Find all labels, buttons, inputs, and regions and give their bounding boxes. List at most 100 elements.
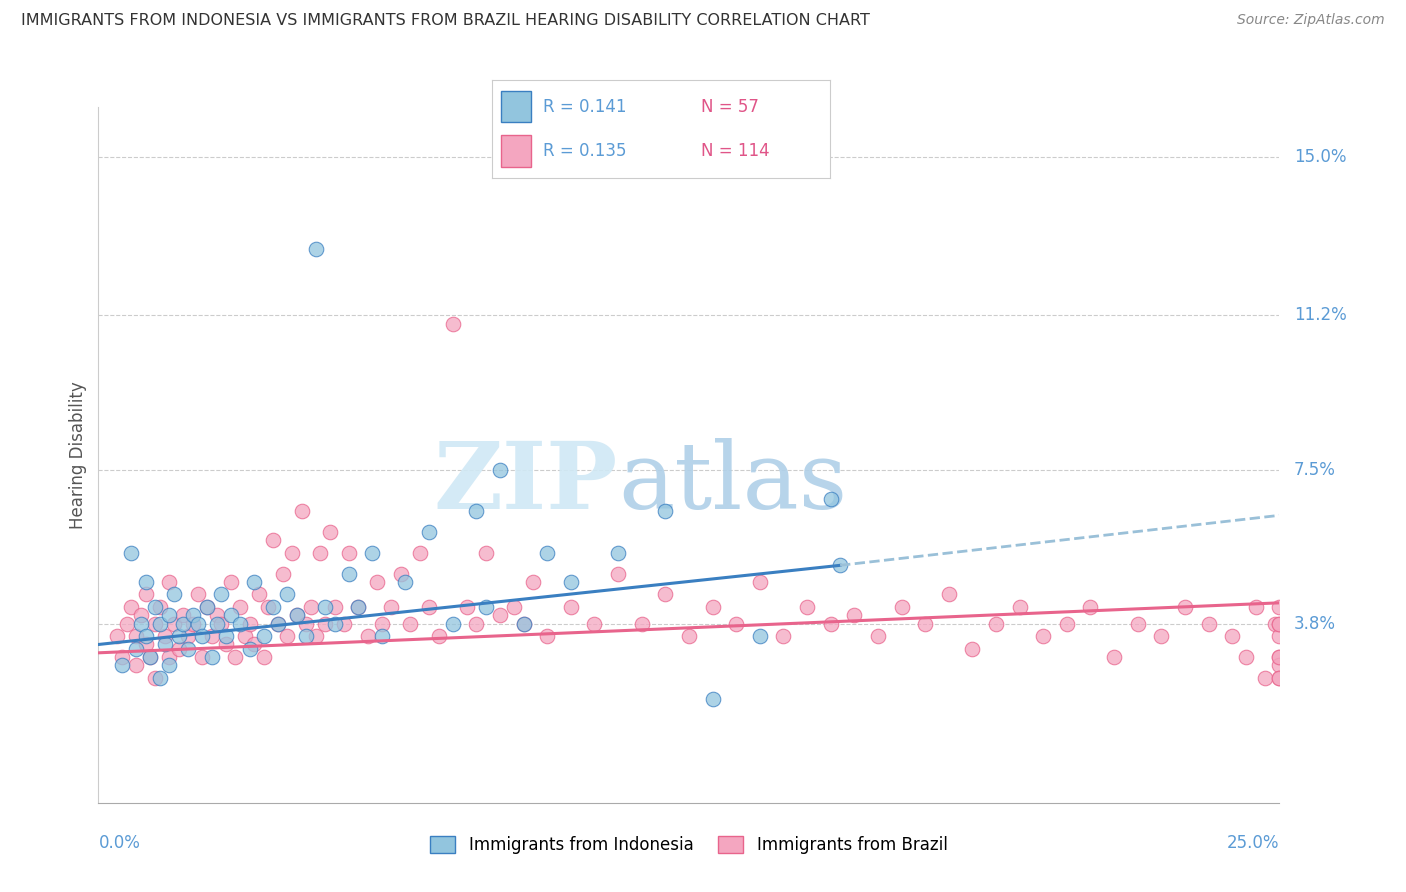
Point [125,641,148,656]
Point [143,671,166,685]
Point [380,599,402,614]
Point [191,650,214,665]
Point [135,587,157,601]
Point [371,629,394,643]
Point [399,616,422,631]
Point [201,629,224,643]
Point [389,566,412,581]
Point [149,671,172,685]
Point [111,650,134,665]
Point [630,616,652,631]
Point [1268,671,1291,685]
Point [866,629,889,643]
Point [267,616,290,631]
Point [153,638,176,652]
Point [830,558,852,573]
Point [209,616,232,631]
Text: 25.0%: 25.0% [1227,834,1279,852]
Point [654,587,676,601]
Point [271,566,294,581]
Point [239,641,262,656]
Point [1174,599,1197,614]
Point [187,616,209,631]
Text: 15.0%: 15.0% [1294,148,1346,166]
Point [299,599,322,614]
Point [1268,616,1291,631]
Point [215,629,238,643]
Point [489,462,512,476]
Point [125,629,148,643]
Point [337,566,360,581]
Point [201,650,224,665]
Point [820,491,842,506]
Point [219,608,242,623]
Point [347,599,370,614]
Point [357,629,380,643]
Point [153,629,176,643]
Text: ZIP: ZIP [434,438,619,528]
Point [522,574,544,589]
Point [121,546,143,560]
Point [224,650,246,665]
Point [337,546,360,560]
Point [121,599,143,614]
Legend: Immigrants from Indonesia, Immigrants from Brazil: Immigrants from Indonesia, Immigrants fr… [423,829,955,861]
Point [205,608,228,623]
Point [418,599,440,614]
Point [844,608,866,623]
Point [163,587,186,601]
Point [536,546,558,560]
Point [257,599,280,614]
Point [1032,629,1054,643]
Point [157,608,180,623]
Point [135,629,157,643]
Point [914,616,936,631]
Point [607,566,630,581]
Point [938,587,960,601]
Point [290,504,312,518]
Point [167,641,190,656]
Point [1220,629,1243,643]
Point [1268,616,1291,631]
Point [129,616,152,631]
Point [111,658,134,673]
FancyBboxPatch shape [501,91,531,122]
Point [475,599,498,614]
Point [702,599,724,614]
Point [441,616,464,631]
Point [239,616,262,631]
Point [149,599,172,614]
Point [1008,599,1031,614]
Point [172,616,194,631]
Point [347,599,370,614]
Point [157,574,180,589]
Point [276,629,298,643]
Point [1126,616,1149,631]
Point [323,616,346,631]
Point [560,599,582,614]
Point [172,608,194,623]
Point [408,546,430,560]
Point [361,546,384,560]
Text: 3.8%: 3.8% [1294,615,1336,632]
Point [725,616,748,631]
Point [157,658,180,673]
Point [748,574,770,589]
Point [984,616,1007,631]
Point [181,616,204,631]
Point [285,608,308,623]
Text: R = 0.141: R = 0.141 [543,98,626,116]
Point [654,504,676,518]
Point [890,599,912,614]
Point [149,616,172,631]
Point [167,629,190,643]
Text: N = 57: N = 57 [702,98,759,116]
Point [163,616,186,631]
Point [465,616,488,631]
Text: atlas: atlas [619,438,848,528]
Point [219,574,242,589]
Point [820,616,842,631]
Point [143,616,166,631]
Point [115,616,138,631]
Point [702,691,724,706]
